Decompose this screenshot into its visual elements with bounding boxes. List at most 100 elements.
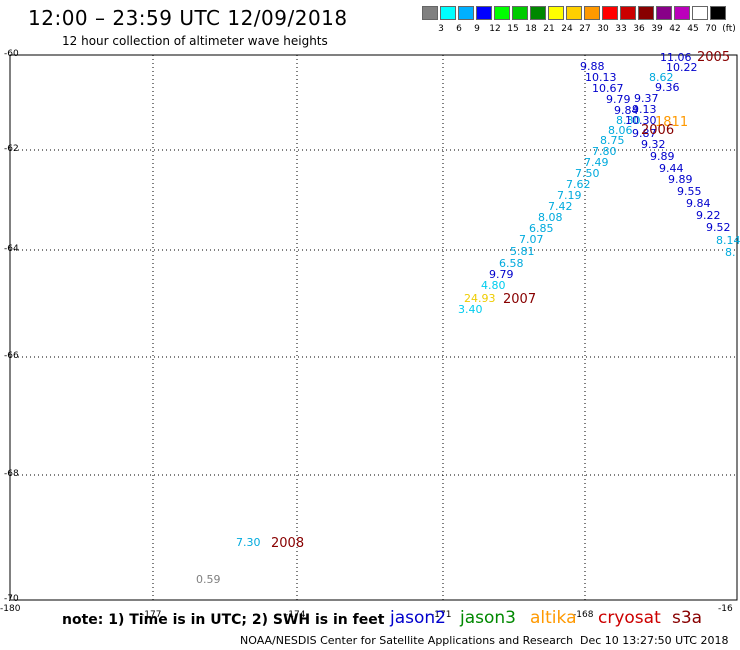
legend-swatch	[674, 6, 690, 20]
legend-label: 12	[489, 24, 501, 34]
satellite-label: altika	[530, 608, 577, 628]
wave-height-value: 9.89	[668, 173, 693, 186]
legend-swatch	[512, 6, 528, 20]
wave-height-value: 8.75	[600, 134, 625, 147]
legend-label: 9	[474, 24, 480, 34]
legend-label: 24	[561, 24, 573, 34]
wave-height-value: 8.14	[716, 234, 740, 247]
wave-height-value: 10.22	[666, 61, 698, 74]
wave-height-value: 8.06	[608, 124, 633, 137]
longitude-tick-label: -168	[573, 610, 594, 620]
latitude-tick-label: -62	[4, 144, 19, 154]
satellite-label: s3a	[672, 608, 703, 628]
wave-height-value: 6.85	[529, 222, 554, 235]
legend-swatch	[440, 6, 456, 20]
wave-height-value: 4.80	[481, 279, 506, 292]
wave-height-value: 9.87	[632, 127, 657, 140]
legend-label: (ft)	[722, 24, 736, 34]
time-label: 1811	[655, 115, 688, 130]
wave-height-value: 7.19	[557, 189, 582, 202]
generation-timestamp: Dec 10 13:27:50 UTC 2018	[580, 634, 729, 647]
legend-swatch	[620, 6, 636, 20]
wave-height-value: 8.62	[649, 71, 674, 84]
wave-height-value: 11.06	[660, 51, 692, 64]
wave-height-value: 9.89	[650, 150, 675, 163]
legend-swatch	[548, 6, 564, 20]
satellite-label: jason2	[390, 608, 446, 628]
wave-height-value: 7.07	[519, 233, 544, 246]
wave-height-value: 9.13	[632, 103, 657, 116]
footer-note: note: 1) Time is in UTC; 2) SWH is in fe…	[62, 612, 385, 628]
map-subtitle: 12 hour collection of altimeter wave hei…	[62, 34, 328, 48]
legend-swatch	[530, 6, 546, 20]
wave-height-value: 8.	[725, 246, 736, 259]
wave-height-value: 9.44	[659, 162, 684, 175]
legend-swatch	[476, 6, 492, 20]
wave-height-value: 9.84	[686, 197, 711, 210]
wave-height-value: 9.79	[489, 268, 514, 281]
wave-height-value: 10.30	[625, 114, 657, 127]
wave-height-value: 9.37	[634, 92, 659, 105]
legend-label: 70	[705, 24, 717, 34]
legend-label: 36	[633, 24, 645, 34]
legend-swatch	[710, 6, 726, 20]
wave-height-value: 10.13	[585, 71, 617, 84]
legend-swatch	[602, 6, 618, 20]
latitude-tick-label: -68	[4, 469, 19, 479]
wave-height-value: 7.30	[236, 536, 261, 549]
legend-label: 39	[651, 24, 663, 34]
latitude-tick-label: -70	[4, 594, 19, 604]
wave-height-value: 7.80	[592, 145, 617, 158]
longitude-tick-label: -174	[285, 610, 306, 620]
legend-label: 45	[687, 24, 699, 34]
latitude-tick-label: -60	[4, 49, 19, 59]
wave-height-value: 9.88	[580, 60, 605, 73]
wave-height-value: 10.67	[592, 82, 624, 95]
wave-height-value: 9.84	[614, 104, 639, 117]
longitude-tick-label: -171	[431, 610, 452, 620]
legend-label: 3	[438, 24, 444, 34]
credit-text: NOAA/NESDIS Center for Satellite Applica…	[240, 634, 574, 647]
wave-height-value: 6.58	[499, 257, 524, 270]
wave-height-value: 0.59	[196, 573, 221, 586]
wave-height-value: 8.30	[616, 114, 641, 127]
satellite-label: cryosat	[598, 608, 661, 628]
wave-height-value: 7.42	[548, 200, 573, 213]
latitude-tick-label: -64	[4, 244, 19, 254]
wave-height-value: 7.49	[584, 156, 609, 169]
latitude-tick-label: -66	[4, 351, 19, 361]
legend-swatch	[566, 6, 582, 20]
wave-height-value: 5.81	[510, 245, 535, 258]
map-grid	[10, 55, 737, 600]
legend-swatch	[458, 6, 474, 20]
wave-height-value: 9.79	[606, 93, 631, 106]
legend-label: 21	[543, 24, 555, 34]
map-title: 12:00 – 23:59 UTC 12/09/2018	[28, 6, 348, 30]
wave-height-value: 9.32	[641, 138, 666, 151]
legend-label: 15	[507, 24, 519, 34]
map-frame	[9, 54, 738, 601]
legend-swatch	[692, 6, 708, 20]
time-label: 2008	[271, 536, 304, 551]
wave-height-value: 9.52	[706, 221, 731, 234]
time-label: 2006	[641, 123, 674, 138]
wave-height-value: 9.22	[696, 209, 721, 222]
legend-swatch	[422, 6, 438, 20]
wave-height-value: 7.50	[575, 167, 600, 180]
legend-swatch	[638, 6, 654, 20]
legend-swatch	[584, 6, 600, 20]
wave-height-value: 7.62	[566, 178, 591, 191]
wave-height-value: 9.36	[655, 81, 680, 94]
legend-label: 42	[669, 24, 681, 34]
longitude-tick-label: -16	[718, 604, 733, 614]
wave-height-value: 8.08	[538, 211, 563, 224]
time-label: 2005	[697, 50, 730, 65]
legend-label: 33	[615, 24, 627, 34]
wave-height-value: 9.55	[677, 185, 702, 198]
wave-height-value: 3.40	[458, 303, 483, 316]
time-label: 2007	[503, 292, 536, 307]
legend-swatch	[494, 6, 510, 20]
